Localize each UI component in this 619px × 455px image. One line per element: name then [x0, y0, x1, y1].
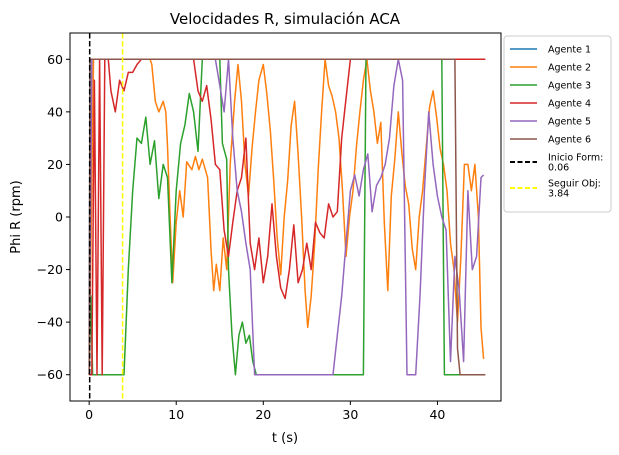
x-tick-label: 20	[255, 407, 271, 422]
legend-frame	[503, 35, 612, 213]
legend-label-8: Seguir Obj:	[548, 179, 601, 190]
legend-label-7: 0.06	[548, 163, 569, 174]
plot-area	[88, 33, 486, 401]
y-tick-label: 40	[47, 104, 63, 119]
series-line-6	[88, 58, 486, 376]
legend-label-5: Agente 5	[548, 117, 591, 128]
legend-label-7: Inicio Form:	[548, 153, 603, 164]
series-line-2	[88, 58, 485, 375]
y-tick-label: 60	[47, 52, 63, 67]
y-tick-label: −40	[37, 315, 63, 330]
x-tick-label: 10	[168, 407, 184, 422]
x-axis-label: t (s)	[272, 431, 298, 446]
legend: Agente 1 Agente 2 Agente 3 Agente 4 Agente 5…	[503, 35, 612, 213]
legend-label-4: Agente 4	[548, 99, 591, 110]
chart-title: Velocidades R, simulación ACA	[170, 10, 401, 28]
legend-label-6: Agente 6	[548, 135, 591, 146]
series-line-1	[88, 58, 486, 375]
y-axis: −60 −40 −20 0 20 40 60	[37, 52, 70, 382]
series-line-4	[89, 58, 486, 376]
legend-label-2: Agente 2	[548, 63, 591, 74]
x-axis: 0 10 20 30 40	[85, 401, 445, 422]
y-axis-label: Phi R (rpm)	[9, 180, 24, 253]
y-tick-label: 0	[55, 210, 63, 225]
plot-frame	[69, 32, 502, 402]
plot-lines	[88, 33, 486, 401]
legend-label-1: Agente 1	[548, 45, 591, 56]
series-line-3	[88, 58, 486, 376]
legend-label-8: 3.84	[548, 189, 569, 200]
x-tick-label: 30	[342, 407, 358, 422]
x-tick-label: 0	[85, 407, 93, 422]
y-tick-label: −20	[37, 262, 63, 277]
legend-label-3: Agente 3	[548, 81, 591, 92]
series-line-5	[88, 58, 485, 376]
y-tick-label: −60	[37, 367, 63, 382]
y-tick-label: 20	[47, 157, 63, 172]
x-tick-label: 40	[429, 407, 445, 422]
